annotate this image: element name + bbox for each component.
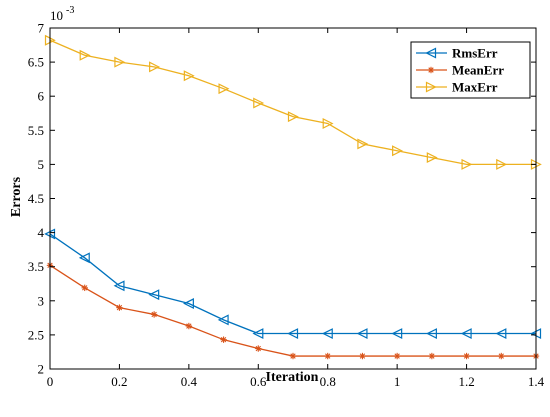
x-tick-label: 0.8 (320, 374, 336, 389)
data-point-rmserr (321, 328, 333, 340)
data-point-meanerr (116, 304, 123, 311)
legend-item-maxerr: MaxErr (416, 80, 498, 95)
data-point-rmserr (78, 252, 90, 264)
data-point-maxerr (287, 111, 299, 123)
data-point-rmserr (356, 328, 368, 340)
data-point-rmserr (113, 280, 125, 292)
data-point-meanerr (359, 352, 366, 360)
data-point-meanerr (324, 352, 331, 360)
data-point-rmserr (391, 328, 403, 340)
x-tick-label: 1.4 (528, 374, 545, 389)
x-axis-label: Iteration (266, 370, 319, 385)
data-point-meanerr (81, 284, 88, 292)
y-axis-label: Errors (9, 176, 24, 217)
data-point-meanerr (428, 352, 436, 360)
y-tick-label: 2.5 (28, 327, 44, 342)
data-point-maxerr (79, 49, 91, 61)
x-tick-label: 1 (394, 374, 401, 389)
y-axis: 2 2.5 3 3.5 4 4.5 5 5.5 6 6.5 7 (28, 21, 536, 377)
y-tick-label: 7 (38, 21, 45, 36)
x-tick-label: 0.4 (181, 374, 198, 389)
y-tick-label: 6.5 (28, 55, 44, 70)
legend-label: MaxErr (452, 80, 498, 95)
y-exponent-label: 10 -3 (50, 5, 74, 23)
legend-swatch-marker (427, 66, 435, 74)
data-point-maxerr (114, 56, 126, 68)
series-line-rmserr (49, 233, 536, 335)
data-point-meanerr (255, 345, 262, 352)
data-point-rmserr (495, 328, 507, 340)
data-point-meanerr (185, 322, 193, 330)
data-point-maxerr (496, 158, 508, 170)
x-tick-label: 1.2 (458, 374, 474, 389)
y-tick-label: 3.5 (28, 259, 44, 274)
plot-marks (44, 34, 542, 360)
data-point-meanerr (463, 352, 470, 360)
data-point-maxerr (426, 152, 438, 164)
data-point-maxerr (461, 158, 473, 170)
x-tick-label: 0 (47, 374, 54, 389)
data-point-meanerr (393, 352, 401, 360)
series-line-meanerr (49, 264, 536, 357)
legend-label: RmsErr (452, 46, 498, 61)
data-point-rmserr (148, 289, 160, 301)
series-line-maxerr (49, 39, 536, 166)
legend-swatch-marker (425, 47, 437, 59)
y-tick-label: 4 (38, 225, 45, 240)
legend-item-meanerr: MeanErr (416, 63, 504, 78)
data-point-maxerr (183, 70, 195, 82)
data-point-maxerr (218, 83, 230, 95)
legend-swatch-marker (425, 81, 437, 93)
data-point-meanerr (498, 352, 505, 360)
data-point-rmserr (460, 328, 472, 340)
y-tick-label: 5.5 (28, 123, 44, 138)
data-point-rmserr (252, 328, 264, 340)
x-axis: 0 0.2 0.4 0.6 0.8 1 1.2 1.4 (47, 28, 545, 389)
y-tick-label: 3 (38, 293, 45, 308)
legend-label: MeanErr (452, 63, 504, 78)
y-exponent-base: 10 (50, 8, 63, 23)
legend: RmsErr MeanErr MaxErr (410, 41, 531, 99)
data-point-rmserr (183, 298, 194, 309)
data-point-rmserr (217, 314, 229, 326)
data-point-meanerr (220, 336, 227, 343)
data-point-meanerr (150, 311, 158, 318)
x-tick-label: 0.6 (250, 374, 267, 389)
data-point-meanerr (289, 352, 297, 360)
y-tick-label: 6 (38, 89, 45, 104)
y-tick-label: 5 (38, 157, 45, 172)
x-tick-label: 0.2 (111, 374, 127, 389)
data-point-maxerr (149, 61, 160, 73)
legend-item-rmserr: RmsErr (416, 46, 498, 61)
y-tick-label: 2 (38, 362, 45, 377)
y-exponent-power: -3 (66, 5, 74, 16)
y-tick-label: 4.5 (28, 191, 44, 206)
data-point-maxerr (253, 97, 265, 109)
data-point-maxerr (392, 145, 403, 157)
data-point-maxerr (357, 138, 369, 150)
data-point-rmserr (287, 328, 299, 340)
data-point-maxerr (322, 118, 334, 129)
data-point-rmserr (426, 328, 437, 340)
